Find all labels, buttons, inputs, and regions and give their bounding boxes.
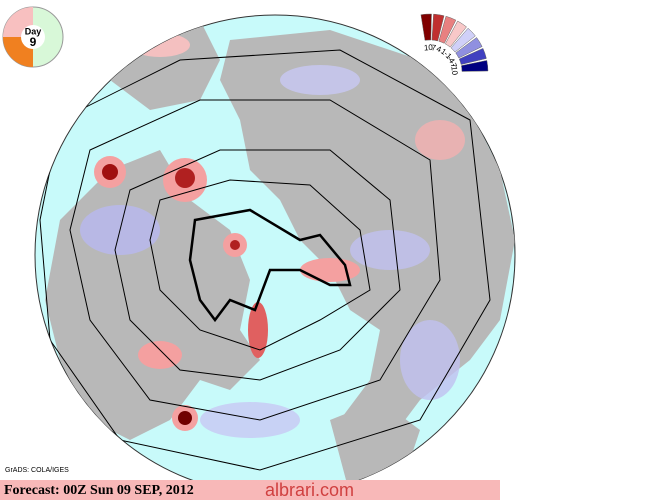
credit: GrADS: COLA/IGES xyxy=(5,467,69,474)
legend-label: -7 xyxy=(448,59,459,69)
contours xyxy=(39,49,491,471)
watermark: albrari.com xyxy=(265,480,354,500)
legend-label: 10 xyxy=(424,43,434,53)
legend-swatch xyxy=(444,20,467,48)
legend-label: 4 xyxy=(435,44,443,54)
legend-swatch xyxy=(431,13,445,42)
dial-label: Day xyxy=(25,26,42,36)
legend-swatch xyxy=(458,48,487,65)
legend-label: 1 xyxy=(439,47,448,57)
legend-label: -4 xyxy=(445,54,457,65)
legend-swatch xyxy=(438,15,457,44)
legend-swatch xyxy=(450,27,476,53)
legend-label: -10 xyxy=(449,63,459,76)
legend-label: -1 xyxy=(442,49,454,61)
legend-swatch xyxy=(461,60,489,72)
footer-bar xyxy=(0,480,500,500)
legend-swatch xyxy=(420,13,432,41)
day-dial: Day 9 xyxy=(2,6,64,68)
forecast: Forecast: 00Z Sun 09 SEP, 2012 xyxy=(4,483,194,498)
legend-label: 7 xyxy=(431,43,437,53)
legend-swatch xyxy=(455,37,483,59)
dial-day: 9 xyxy=(30,35,37,49)
